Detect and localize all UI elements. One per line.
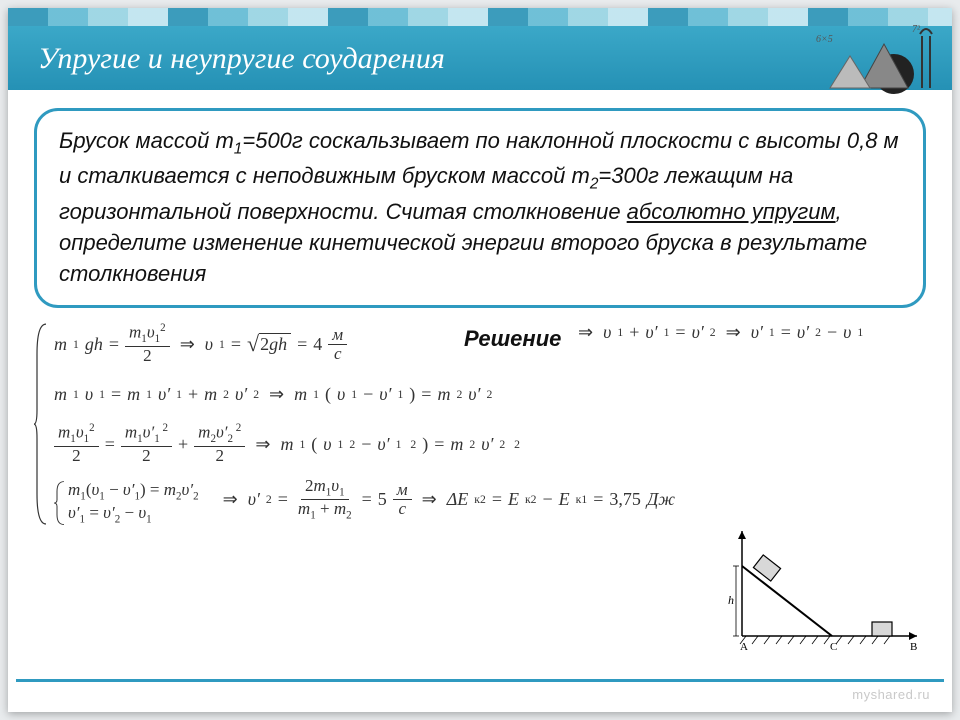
problem-emphasis: абсолютно упругим <box>627 199 836 224</box>
v1-unit-num: м <box>328 326 347 345</box>
eq-row-4: m1(υ1 − υ′1) = m2υ′2 υ′1 = υ′2 − υ1 ⇒ υ′… <box>54 472 926 526</box>
de-unit: Дж <box>647 489 675 510</box>
svg-text:6×5: 6×5 <box>816 34 833 45</box>
diagram-C-label: C <box>830 641 837 653</box>
diagram-B-label: B <box>910 641 917 653</box>
de-value: 3,75 <box>609 489 641 510</box>
watermark: myshared.ru <box>852 687 930 702</box>
page-title: Упругие и неупругие соударения <box>38 42 445 75</box>
equation-system: m1gh = m1υ122 ⇒ υ1 = √2gh = 4 мс m1υ1 = … <box>34 322 926 526</box>
v1-value: 4 <box>313 334 322 355</box>
diagram-A-label: A <box>740 641 748 653</box>
v1-unit-den: с <box>330 345 346 363</box>
header-stripe <box>8 8 952 26</box>
eq-row-2-tail: ⇒ υ1 + υ′1 = υ′2 ⇒ υ′1 = υ′2 − υ1 <box>574 322 863 343</box>
diagram-h-label: h <box>728 593 734 607</box>
title-bar: Упругие и неупругие соударения 6×5 7² <box>8 26 952 90</box>
footer-line <box>16 679 944 682</box>
v2-unit-num: м <box>393 481 412 500</box>
incline-diagram: h A C <box>722 526 922 656</box>
eq-subsystem: m1(υ1 − υ′1) = m2υ′2 υ′1 = υ′2 − υ1 <box>54 480 199 526</box>
left-brace-icon <box>34 322 48 526</box>
svg-text:7²: 7² <box>912 24 921 35</box>
problem-text-1: Брусок массой m <box>59 128 234 153</box>
eq-row-3: m1υ122 = m1υ′1 22 + m2υ′2 22 ⇒ m1(υ12 − … <box>54 422 926 466</box>
v2-value: 5 <box>378 489 387 510</box>
v2-unit-den: с <box>394 500 410 518</box>
eq-row-2: m1υ1 = m1υ′1 + m2υ′2 ⇒ m1(υ1 − υ′1) = m2… <box>54 372 926 416</box>
small-brace-icon <box>54 480 66 526</box>
corner-decoration: 6×5 7² <box>812 16 942 96</box>
problem-statement: Брусок массой m1=500г соскальзывает по н… <box>34 108 926 308</box>
solution-area: Решение m1gh = m1υ122 ⇒ υ1 = √2gh = 4 мс <box>34 322 926 526</box>
